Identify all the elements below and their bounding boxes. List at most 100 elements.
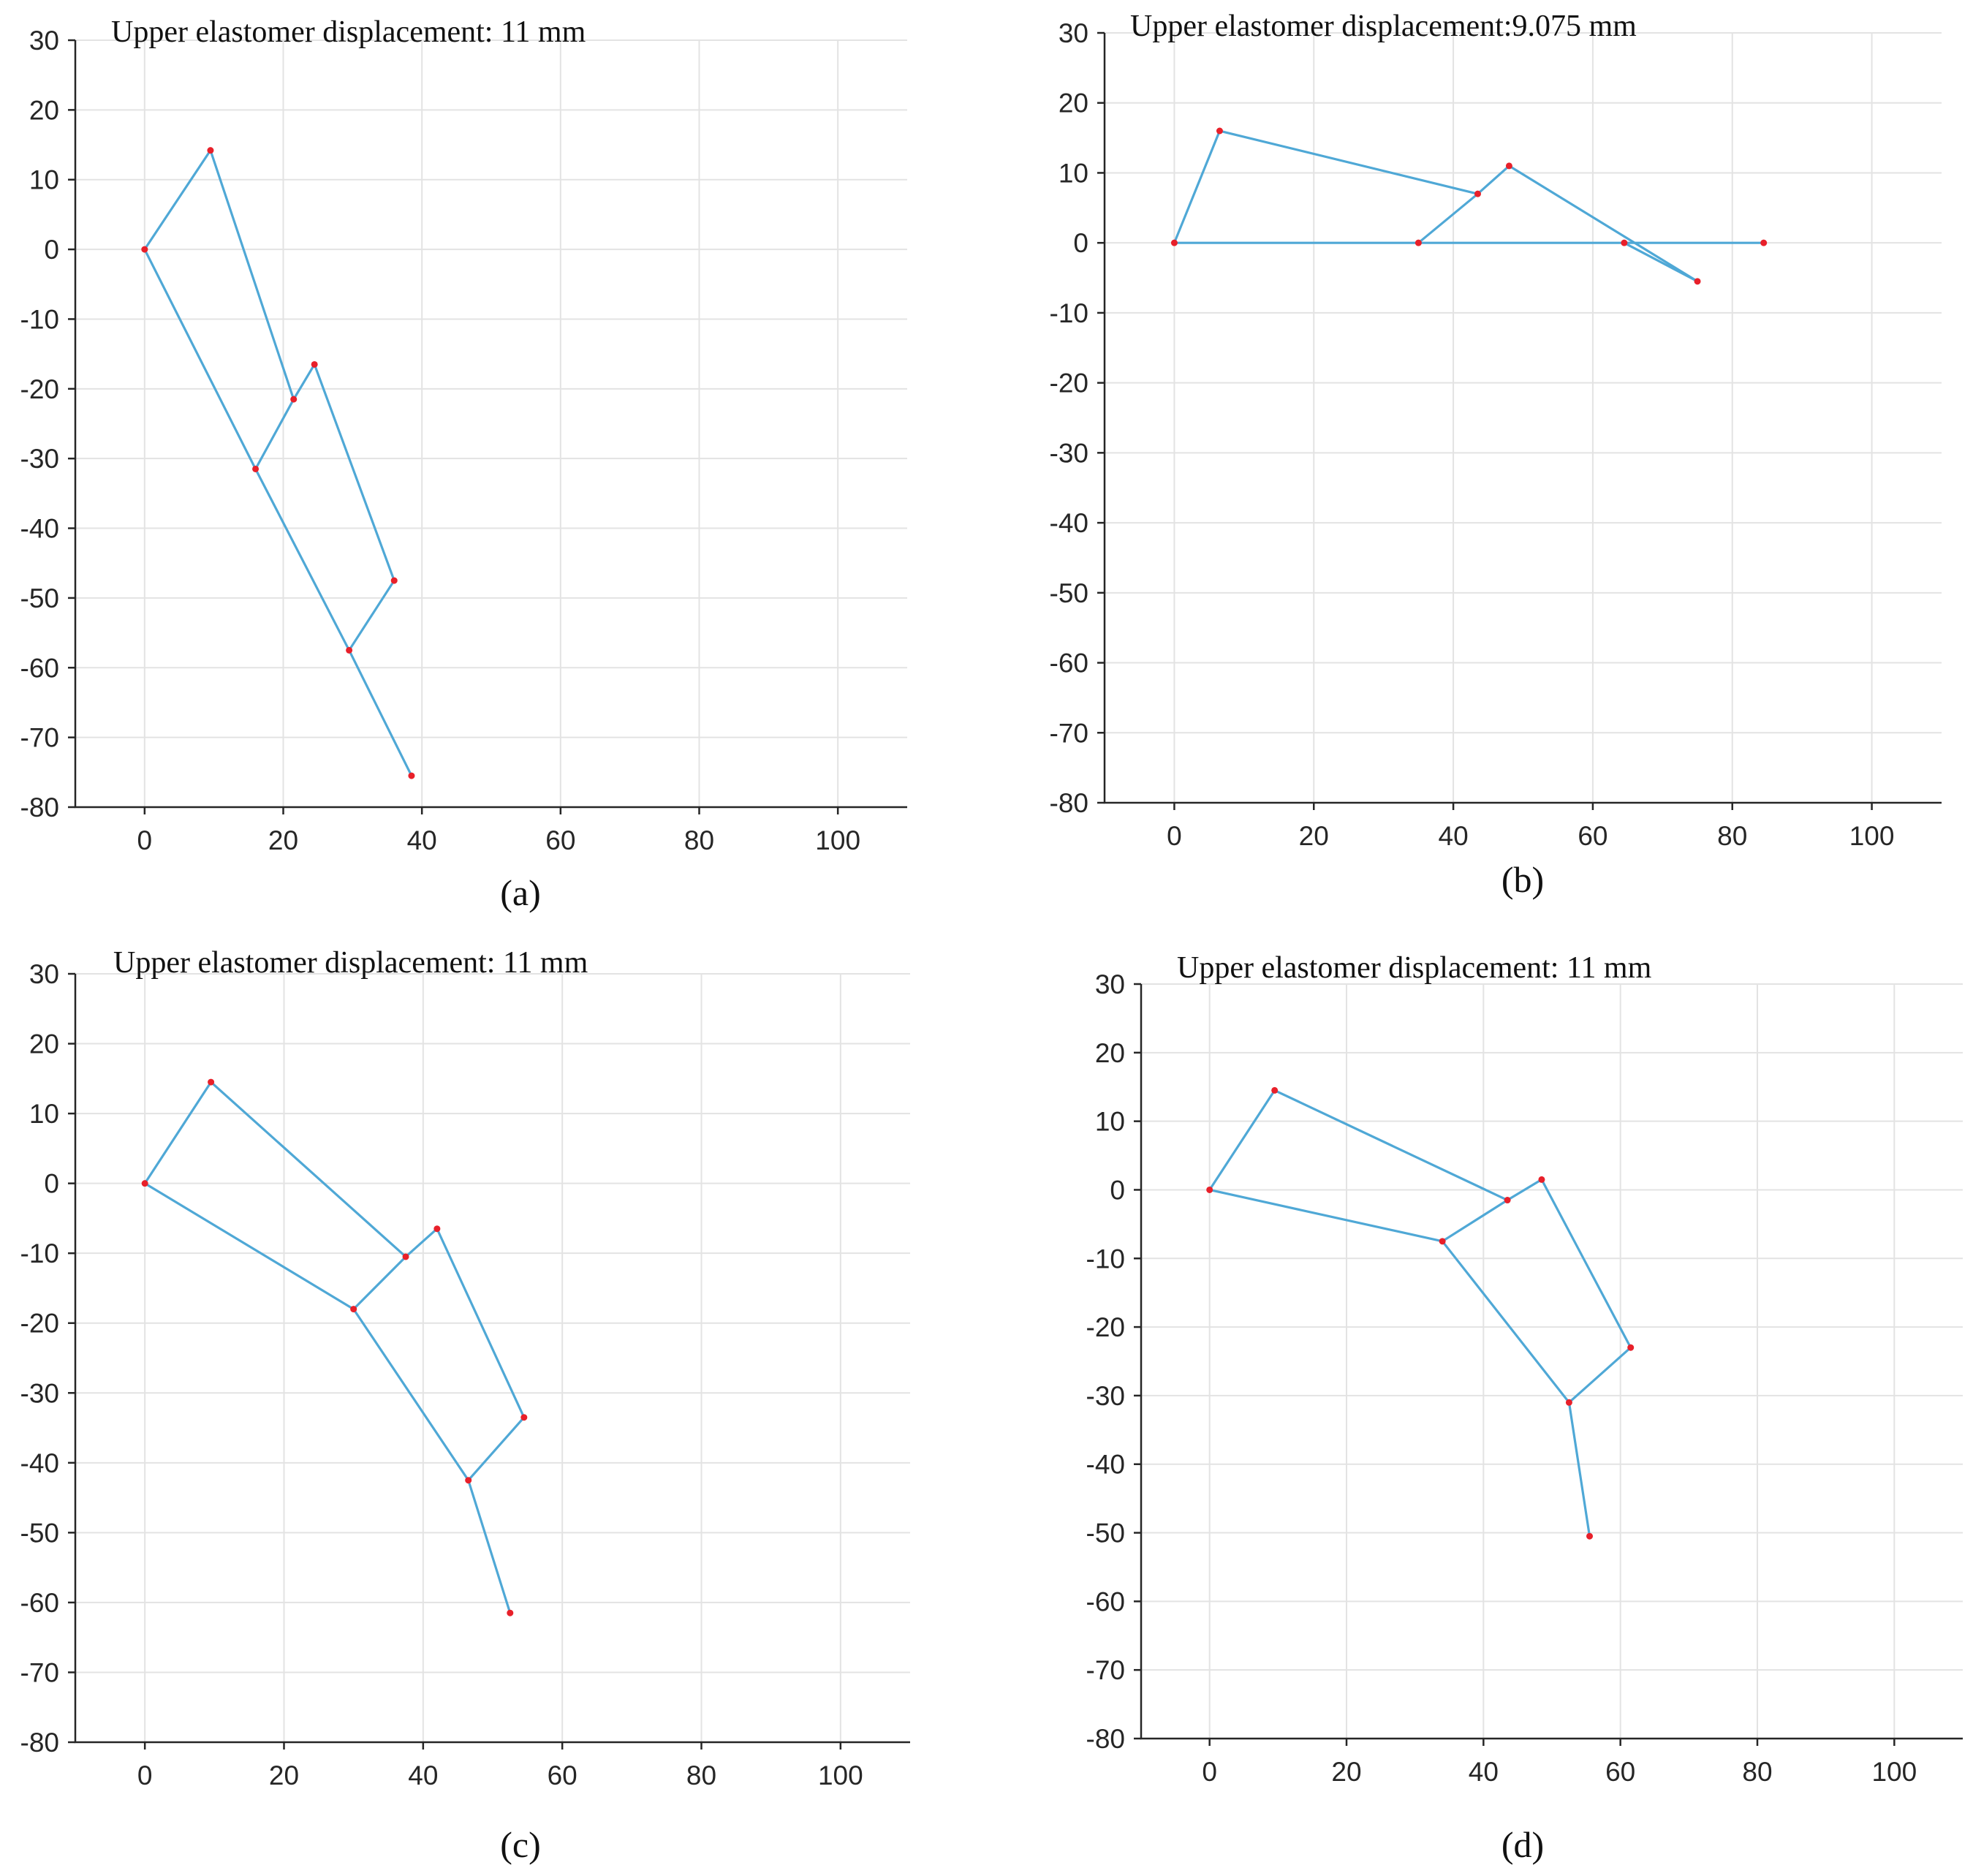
link-d-8 (1567, 1401, 1591, 1538)
node-a-0 (141, 246, 148, 253)
ytick-label-a-9: -60 (20, 653, 59, 683)
link-b-6 (1623, 241, 1699, 283)
node-d-1 (1271, 1086, 1279, 1094)
node-a-7 (408, 772, 415, 779)
ytick-label-c-8: -50 (20, 1518, 59, 1548)
ytick-label-c-3: 0 (44, 1169, 59, 1199)
node-b-3 (1505, 162, 1512, 170)
xtick-label-a-5: 100 (815, 825, 860, 855)
xtick-label-a-3: 60 (545, 825, 575, 855)
link-a-5 (313, 363, 395, 582)
ytick-label-c-9: -60 (20, 1588, 59, 1618)
ytick-label-b-1: 20 (1059, 88, 1088, 118)
ytick-label-b-0: 30 (1059, 18, 1088, 48)
ytick-label-d-11: -80 (1086, 1724, 1125, 1754)
xtick-label-b-3: 60 (1578, 821, 1607, 851)
node-b-1 (1216, 127, 1223, 135)
link-d-7 (1441, 1240, 1571, 1404)
xtick-label-b-2: 40 (1439, 821, 1469, 851)
ytick-label-d-7: -40 (1086, 1450, 1125, 1480)
link-a-0 (143, 149, 212, 251)
node-c-2 (402, 1253, 409, 1260)
ytick-label-d-6: -30 (1086, 1381, 1125, 1411)
ytick-label-b-4: -10 (1050, 298, 1088, 328)
link-c-5 (436, 1228, 526, 1419)
link-a-2 (292, 363, 316, 401)
ytick-label-a-8: -50 (20, 583, 59, 613)
node-d-3 (1538, 1176, 1545, 1183)
caption-c: (c) (500, 1824, 541, 1865)
axes-b (1103, 33, 1942, 804)
link-d-0 (1208, 1089, 1276, 1192)
node-a-2 (290, 396, 298, 403)
node-c-1 (208, 1078, 215, 1086)
node-a-4 (252, 465, 260, 472)
node-d-5 (1627, 1344, 1635, 1351)
xtick-label-d-5: 100 (1871, 1757, 1917, 1787)
xtick-label-d-3: 60 (1605, 1757, 1635, 1787)
axes-c (74, 974, 910, 1744)
ytick-label-d-8: -50 (1086, 1518, 1125, 1548)
ytick-label-b-5: -20 (1050, 368, 1088, 398)
link-d-2 (1506, 1178, 1543, 1202)
title-c: Upper elastomer displacement: 11 mm (113, 946, 588, 980)
link-a-7 (254, 467, 351, 652)
ytick-label-c-10: -70 (20, 1657, 59, 1687)
axes-d (1140, 984, 1963, 1740)
xtick-label-a-0: 0 (137, 825, 153, 855)
node-d-7 (1586, 1532, 1594, 1540)
xtick-label-d-0: 0 (1202, 1757, 1217, 1787)
ytick-label-b-8: -50 (1050, 578, 1088, 608)
ytick-label-b-6: -30 (1050, 438, 1088, 468)
node-a-3 (311, 360, 318, 368)
title-d: Upper elastomer displacement: 11 mm (1177, 951, 1652, 985)
node-b-2 (1474, 190, 1481, 197)
link-c-0 (143, 1081, 213, 1185)
ytick-label-d-5: -20 (1086, 1312, 1125, 1342)
node-b-4 (1415, 239, 1422, 246)
ytick-label-a-7: -40 (20, 514, 59, 544)
xtick-label-b-4: 80 (1717, 821, 1747, 851)
ytick-label-b-9: -60 (1050, 648, 1088, 678)
ytick-label-a-5: -20 (20, 374, 59, 404)
caption-a: (a) (500, 872, 541, 913)
ytick-label-c-7: -40 (20, 1448, 59, 1478)
node-a-5 (390, 577, 398, 584)
xtick-label-c-2: 40 (408, 1760, 438, 1790)
ytick-label-a-1: 20 (29, 95, 59, 125)
link-a-6 (347, 579, 395, 652)
link-a-3 (143, 248, 257, 471)
ytick-label-d-3: 0 (1110, 1175, 1125, 1205)
xtick-label-d-2: 40 (1469, 1757, 1499, 1787)
link-d-6 (1567, 1346, 1632, 1404)
xtick-label-a-2: 40 (407, 825, 437, 855)
ytick-label-d-4: -10 (1086, 1244, 1125, 1274)
ytick-label-c-5: -20 (20, 1309, 59, 1339)
node-b-0 (1170, 239, 1178, 246)
link-c-8 (467, 1479, 512, 1614)
ytick-label-b-2: 10 (1059, 158, 1088, 188)
ytick-label-a-4: -10 (20, 304, 59, 334)
ytick-label-c-6: -30 (20, 1378, 59, 1408)
node-d-4 (1439, 1238, 1446, 1245)
xtick-label-a-1: 20 (268, 825, 298, 855)
node-a-1 (207, 147, 214, 154)
link-c-4 (352, 1255, 407, 1311)
node-c-5 (520, 1414, 528, 1421)
axes-a (74, 40, 907, 809)
xtick-label-a-4: 80 (684, 825, 714, 855)
node-c-3 (433, 1225, 441, 1233)
ytick-label-d-2: 10 (1095, 1107, 1125, 1137)
xtick-label-b-1: 20 (1299, 821, 1329, 851)
link-b-2 (1476, 164, 1511, 195)
node-a-6 (346, 646, 353, 654)
ytick-label-c-4: -10 (20, 1238, 59, 1268)
link-d-1 (1273, 1089, 1509, 1202)
xtick-label-c-4: 80 (686, 1760, 716, 1790)
ytick-label-a-11: -80 (20, 793, 59, 822)
